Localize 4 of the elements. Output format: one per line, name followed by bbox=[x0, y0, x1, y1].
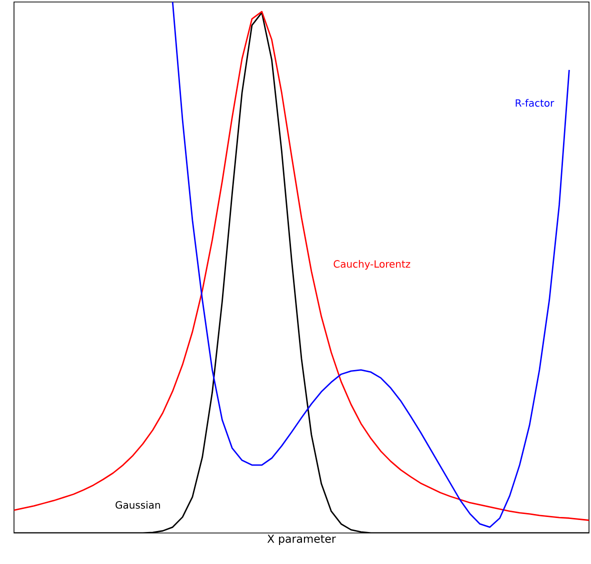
x-axis-title: X parameter bbox=[267, 534, 336, 545]
text: Cauchy-Lorentz bbox=[334, 260, 410, 270]
text: Gaussian bbox=[116, 500, 160, 509]
series-label: R-factor bbox=[516, 99, 554, 107]
